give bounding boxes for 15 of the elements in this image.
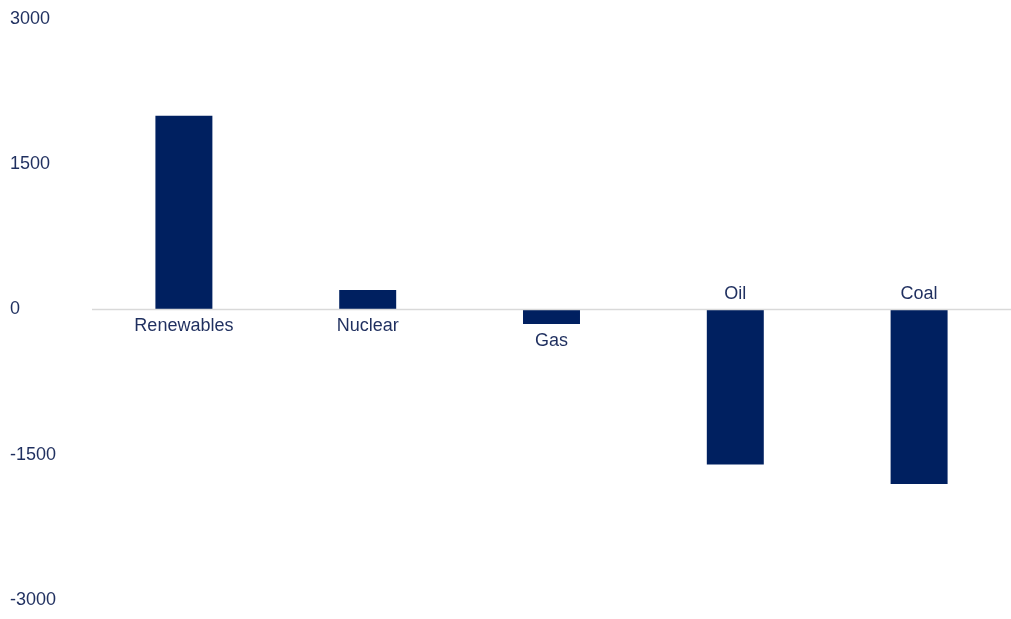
- y-tick-label: -3000: [10, 589, 57, 610]
- x-tick-label: Coal: [900, 283, 938, 304]
- bar: [339, 290, 397, 310]
- y-tick-label: -1500: [10, 443, 57, 464]
- y-tick-label: 3000: [10, 7, 51, 28]
- x-tick-label: Oil: [724, 283, 747, 304]
- x-tick-label: Renewables: [134, 315, 234, 336]
- bar: [890, 309, 948, 484]
- bar: [523, 309, 580, 325]
- y-tick-label: 1500: [10, 153, 51, 174]
- x-tick-label: Gas: [534, 330, 569, 350]
- bar: [706, 309, 764, 465]
- bar: [155, 115, 213, 310]
- y-tick-label: 0: [10, 298, 21, 319]
- x-tick-label: Nuclear: [336, 315, 399, 336]
